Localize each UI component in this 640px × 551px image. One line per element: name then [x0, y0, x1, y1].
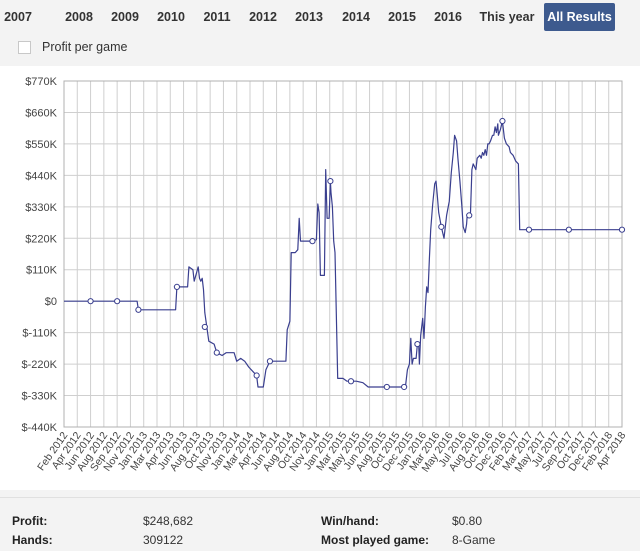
chart-series: [64, 120, 622, 388]
tab-all-results[interactable]: All Results: [544, 3, 615, 31]
data-point-marker: [135, 306, 142, 313]
data-point-marker: [266, 358, 274, 365]
tab-2010[interactable]: 2010: [157, 10, 185, 24]
win-hand-label: Win/hand:: [321, 514, 379, 528]
data-point-marker: [401, 383, 408, 391]
y-tick-label: $-110K: [22, 328, 57, 340]
y-tick-label: $0: [45, 296, 57, 308]
y-tick-label: $660K: [25, 107, 57, 119]
data-point-marker: [253, 372, 260, 379]
y-tick-label: $220K: [25, 233, 57, 245]
profit-chart: $770K $660K $550K $440K $330K $220K $110K $0 $-1…: [0, 66, 640, 490]
hands-label: Hands:: [12, 533, 53, 547]
data-point-marker: [201, 323, 208, 331]
tab-2016[interactable]: 2016: [434, 10, 462, 24]
data-point-marker: [438, 223, 445, 230]
data-point-marker: [114, 298, 121, 305]
data-point-marker: [213, 349, 220, 356]
y-axis-ticks: $770K $660K $550K $440K $330K $220K $110K $0 $-1…: [22, 76, 58, 434]
tab-2008[interactable]: 2008: [65, 10, 93, 24]
profit-series-line: [64, 120, 622, 388]
tab-2009[interactable]: 2009: [111, 10, 139, 24]
y-tick-label: $770K: [25, 76, 57, 88]
plot-border: [63, 80, 623, 428]
data-point-marker: [173, 283, 181, 290]
profit-value: $248,682: [143, 514, 194, 528]
hands-value: 309122: [143, 533, 184, 547]
tab-2007[interactable]: 2007: [4, 10, 32, 24]
tab-2013[interactable]: 2013: [295, 10, 323, 24]
data-point-marker: [309, 238, 316, 245]
tab-2012[interactable]: 2012: [249, 10, 277, 24]
y-tick-label: $-440K: [22, 422, 58, 434]
tab-2015[interactable]: 2015: [388, 10, 416, 24]
y-tick-label: $440K: [25, 170, 57, 182]
data-point-marker: [87, 298, 94, 305]
year-tabs: 2007 2008 2009 2010 2011 2012 2013 2014 …: [0, 0, 640, 34]
most-played-value: 8-Game: [452, 533, 496, 547]
data-point-marker: [327, 177, 334, 185]
win-hand-value: $0.80: [452, 514, 483, 528]
data-point-marker: [347, 378, 355, 385]
most-played-label: Most played game:: [321, 533, 430, 547]
chart-grid: [63, 80, 623, 428]
data-point-marker: [618, 226, 626, 233]
profit-per-game-checkbox[interactable]: [18, 41, 31, 54]
data-point-marker: [414, 340, 421, 348]
tab-this-year[interactable]: This year: [479, 10, 535, 24]
y-tick-label: $-330K: [22, 391, 58, 403]
profit-label: Profit:: [12, 514, 48, 528]
tab-2014[interactable]: 2014: [342, 10, 370, 24]
y-tick-label: $-220K: [22, 359, 58, 371]
data-point-marker: [565, 226, 572, 233]
y-tick-label: $330K: [25, 202, 57, 214]
y-tick-label: $110K: [26, 265, 58, 277]
y-tick-label: $550K: [25, 139, 57, 151]
profit-chart-svg: $770K $660K $550K $440K $330K $220K $110K $0 $-1…: [22, 76, 629, 475]
data-point-marker: [383, 383, 390, 391]
stats-panel: Profit: $248,682 Win/hand: $0.80 Hands: …: [0, 497, 640, 551]
chart-markers: [87, 117, 626, 391]
data-point-marker: [525, 226, 533, 233]
tab-2011[interactable]: 2011: [203, 10, 231, 24]
data-point-marker: [499, 117, 506, 125]
profit-per-game-label: Profit per game: [42, 40, 128, 54]
data-point-marker: [466, 212, 473, 219]
